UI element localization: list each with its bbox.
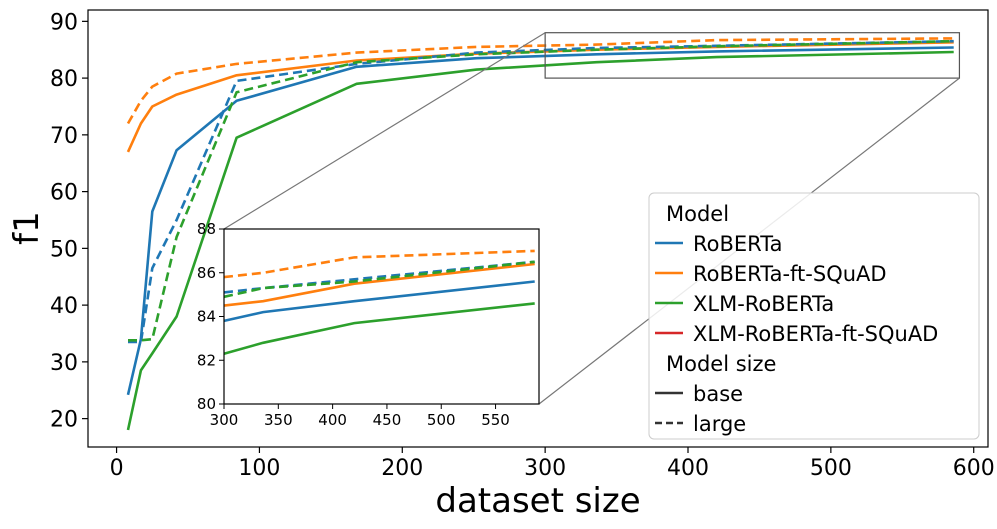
y-axis-label: f1 (7, 211, 47, 245)
legend-label: XLM-RoBERTa-ft-SQuAD (693, 322, 938, 346)
inset-y-tick-label: 80 (197, 395, 216, 413)
inset-y-tick-label: 82 (197, 351, 216, 369)
y-tick-label: 60 (50, 181, 78, 206)
x-tick-label: 400 (667, 456, 709, 481)
inset-x-tick-label: 350 (264, 411, 293, 429)
legend-label: large (693, 412, 746, 436)
legend-label: base (693, 382, 743, 406)
x-axis-label: dataset size (435, 481, 640, 521)
y-tick-label: 80 (50, 67, 78, 92)
inset-background (224, 229, 539, 404)
y-tick-label: 70 (50, 124, 78, 149)
y-tick-label: 50 (50, 237, 78, 262)
y-tick-label: 30 (50, 351, 78, 376)
inset-x-tick-label: 500 (427, 411, 456, 429)
series-line (128, 39, 954, 344)
x-tick-label: 500 (810, 456, 852, 481)
x-tick-label: 100 (238, 456, 280, 481)
zoom-box (544, 32, 961, 79)
series-line (126, 41, 954, 153)
series-line (126, 46, 954, 396)
inset-series-line (223, 260, 535, 299)
legend-title-size: Model size (666, 352, 776, 376)
inset-y-tick-label: 86 (197, 264, 216, 282)
x-tick-label: 200 (381, 456, 423, 481)
legend: Model RoBERTa RoBERTa-ft-SQuAD XLM-RoBERTa X… (648, 192, 980, 440)
main-plot: 0 100 200 300 400 500 600 20 30 40 50 60 70 80 90 (50, 9, 995, 481)
inset-x-tick-label: 300 (210, 411, 239, 429)
zoom-connector-line (223, 32, 546, 230)
plot-frame (87, 9, 989, 448)
legend-label: RoBERTa (693, 232, 782, 256)
y-tick-label: 90 (50, 10, 78, 35)
inset-x-tick-label: 400 (318, 411, 347, 429)
series-line (126, 50, 954, 431)
legend-label: XLM-RoBERTa (693, 292, 834, 316)
inset-series-line (223, 280, 535, 323)
inset-series-line (223, 249, 535, 279)
inset-x-tick-label: 450 (373, 411, 402, 429)
inset-plot: 300 350 400 450 500 550 80 82 84 86 88 (197, 220, 540, 429)
legend-title-model: Model (666, 202, 729, 226)
inset-y-tick-label: 84 (197, 308, 216, 326)
inset-y-tick-label: 88 (197, 220, 216, 238)
x-tick-label: 300 (524, 456, 566, 481)
legend-label: RoBERTa-ft-SQuAD (693, 262, 887, 286)
series-line (128, 39, 954, 342)
y-tick-label: 20 (50, 408, 78, 433)
inset-x-tick-label: 550 (481, 411, 510, 429)
y-tick-label: 40 (50, 294, 78, 319)
x-tick-label: 600 (953, 456, 995, 481)
inset-series-line (223, 262, 535, 307)
series-line (126, 37, 954, 125)
x-tick-label: 0 (110, 456, 124, 481)
inset-series-line (223, 302, 535, 355)
legend-box (648, 192, 980, 440)
